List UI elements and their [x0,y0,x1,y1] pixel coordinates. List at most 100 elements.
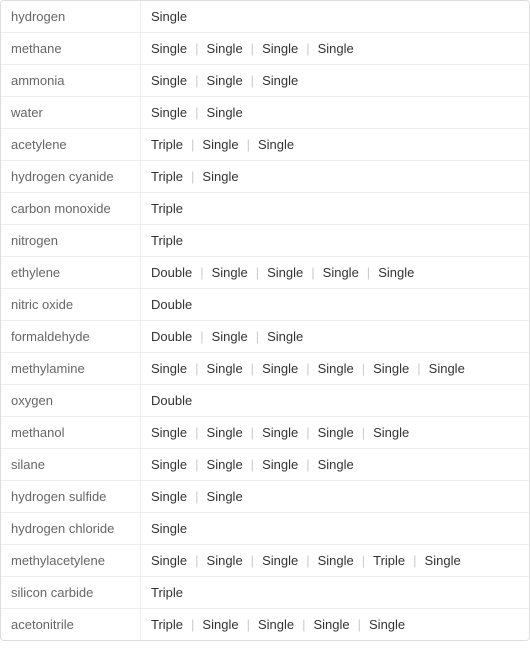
separator: | [354,425,373,440]
compound-name: methane [1,33,141,64]
bonds-cell: Triple [141,193,529,224]
bond-type: Single [318,457,354,472]
bonds-cell: Single [141,1,529,32]
compound-name: water [1,97,141,128]
table-row: nitric oxideDouble [1,289,529,321]
bonds-cell: Single|Single|Single [141,65,529,96]
bonds-cell: Single|Single|Single|Single [141,449,529,480]
bond-type: Single [207,457,243,472]
bond-type: Triple [151,137,183,152]
bond-type: Single [151,521,187,536]
compound-name: silicon carbide [1,577,141,608]
bonds-cell: Single|Single|Single|Single [141,33,529,64]
separator: | [187,361,206,376]
compound-name: hydrogen sulfide [1,481,141,512]
separator: | [354,553,373,568]
table-row: formaldehydeDouble|Single|Single [1,321,529,353]
bond-type: Single [258,137,294,152]
separator: | [239,137,258,152]
table-row: acetyleneTriple|Single|Single [1,129,529,161]
bond-type: Double [151,265,192,280]
bond-type: Single [262,457,298,472]
separator: | [187,73,206,88]
compound-name: acetylene [1,129,141,160]
compound-name: oxygen [1,385,141,416]
bond-type: Single [151,9,187,24]
table-row: methanolSingle|Single|Single|Single|Sing… [1,417,529,449]
compound-name: methanol [1,417,141,448]
bond-type: Single [151,73,187,88]
table-row: silaneSingle|Single|Single|Single [1,449,529,481]
bond-type: Triple [151,201,183,216]
separator: | [183,137,202,152]
bonds-cell: Single [141,513,529,544]
separator: | [298,553,317,568]
bond-type: Single [262,425,298,440]
bond-type: Single [267,265,303,280]
table-row: hydrogen sulfideSingle|Single [1,481,529,513]
bond-type: Single [373,425,409,440]
bond-type: Single [151,361,187,376]
separator: | [243,41,262,56]
bonds-cell: Triple [141,577,529,608]
bonds-cell: Triple [141,225,529,256]
separator: | [294,617,313,632]
table-row: methylamineSingle|Single|Single|Single|S… [1,353,529,385]
bond-type: Single [207,361,243,376]
bonds-cell: Single|Single|Single|Single|Single [141,417,529,448]
bonds-table: hydrogenSinglemethaneSingle|Single|Singl… [0,0,530,641]
bond-type: Single [262,361,298,376]
bond-type: Single [369,617,405,632]
bond-type: Single [429,361,465,376]
separator: | [405,553,424,568]
bond-type: Single [378,265,414,280]
bonds-cell: Double [141,385,529,416]
bonds-cell: Double [141,289,529,320]
compound-name: ethylene [1,257,141,288]
compound-name: hydrogen chloride [1,513,141,544]
compound-name: methylacetylene [1,545,141,576]
bond-type: Single [151,457,187,472]
separator: | [298,361,317,376]
compound-name: carbon monoxide [1,193,141,224]
separator: | [243,553,262,568]
bond-type: Triple [373,553,405,568]
bond-type: Double [151,393,192,408]
separator: | [359,265,378,280]
bonds-cell: Double|Single|Single [141,321,529,352]
bond-type: Single [267,329,303,344]
bond-type: Single [262,73,298,88]
bond-type: Single [207,489,243,504]
bond-type: Single [207,425,243,440]
separator: | [298,457,317,472]
table-row: hydrogen chloride Single [1,513,529,545]
bond-type: Single [151,41,187,56]
separator: | [303,265,322,280]
separator: | [187,41,206,56]
compound-name: nitrogen [1,225,141,256]
bond-type: Single [323,265,359,280]
bond-type: Triple [151,585,183,600]
bond-type: Single [425,553,461,568]
bond-type: Single [212,329,248,344]
table-row: nitrogen Triple [1,225,529,257]
bond-type: Single [313,617,349,632]
separator: | [239,617,258,632]
bond-type: Single [202,137,238,152]
bonds-cell: Single|Single [141,481,529,512]
bond-type: Single [207,73,243,88]
table-row: methylacetyleneSingle|Single|Single|Sing… [1,545,529,577]
table-row: hydrogenSingle [1,1,529,33]
separator: | [192,329,211,344]
bond-type: Single [207,553,243,568]
bond-type: Single [318,361,354,376]
bond-type: Triple [151,233,183,248]
bond-type: Single [262,553,298,568]
separator: | [187,105,206,120]
compound-name: formaldehyde [1,321,141,352]
separator: | [192,265,211,280]
bonds-cell: Triple|Single|Single|Single|Single [141,609,529,640]
table-row: acetonitrileTriple|Single|Single|Single|… [1,609,529,640]
compound-name: methylamine [1,353,141,384]
table-row: waterSingle|Single [1,97,529,129]
